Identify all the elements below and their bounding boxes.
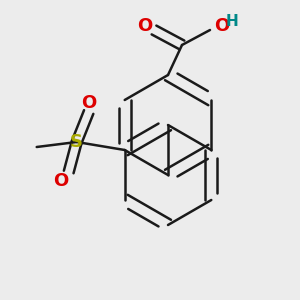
Text: O: O (53, 172, 68, 190)
Text: O: O (214, 17, 230, 35)
Text: O: O (81, 94, 96, 112)
Text: H: H (226, 14, 238, 29)
Text: O: O (137, 17, 153, 35)
Text: S: S (70, 133, 83, 151)
